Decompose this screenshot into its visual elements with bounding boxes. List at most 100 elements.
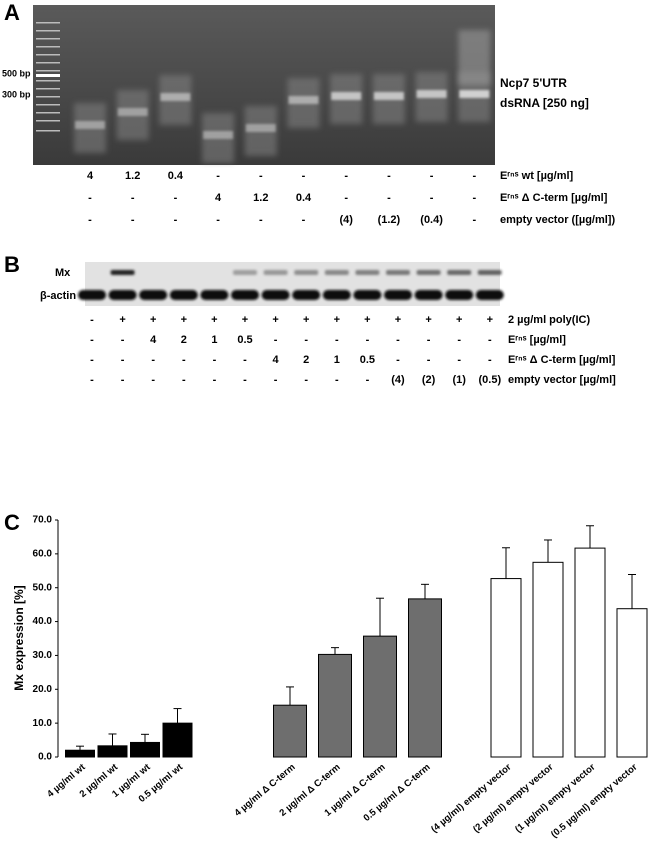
gel-image	[33, 5, 495, 165]
lane-cell: -	[335, 334, 339, 346]
size-marker: 300 bp	[2, 89, 31, 99]
lane-cell: 1	[334, 354, 340, 366]
row-label: Eʳⁿˢ [µg/ml]	[508, 334, 566, 346]
mx-band	[447, 270, 472, 275]
lane-cell: -	[90, 334, 94, 346]
x-tick-label: (2 µg/ml) empty vector	[471, 762, 556, 836]
lane-cell: -	[182, 354, 186, 366]
x-tick-label: (0.5 µg/ml) empty vector	[549, 762, 640, 841]
ladder-band	[36, 104, 60, 106]
ladder-band	[36, 120, 60, 122]
lane-cell: -	[396, 334, 400, 346]
lane-cell: 0.5	[237, 334, 252, 346]
actin-band	[292, 290, 321, 300]
lane-cell: +	[272, 314, 278, 326]
lane-cell: -	[366, 334, 370, 346]
actin-band	[414, 290, 443, 300]
lane-cell: -	[344, 192, 348, 204]
lane-cell: 0.4	[296, 192, 312, 204]
y-tick-label: 70.0	[33, 515, 53, 526]
lane-cell: (2)	[422, 374, 436, 386]
lane-cell: -	[121, 374, 125, 386]
lane-cell: +	[150, 314, 156, 326]
ladder-band	[36, 88, 60, 90]
blot-image	[78, 262, 504, 306]
lane-cell: -	[335, 374, 339, 386]
actin-band	[169, 290, 198, 300]
lane-cell: -	[213, 374, 217, 386]
row-label: empty vector [µg/ml]	[508, 374, 616, 386]
bar	[318, 653, 352, 758]
lane-cell: -	[90, 354, 94, 366]
lane-cell: -	[387, 170, 391, 182]
lane-cell: +	[487, 314, 493, 326]
panel-label: B	[4, 252, 20, 277]
actin-band	[475, 290, 504, 300]
lane-cell: -	[430, 170, 434, 182]
lane-cell: +	[119, 314, 125, 326]
lane-cell: +	[456, 314, 462, 326]
bar	[616, 608, 648, 758]
lane-cell: -	[304, 334, 308, 346]
lane-cell: -	[88, 192, 92, 204]
lane-cell: -	[88, 214, 92, 226]
lane-cell: +	[242, 314, 248, 326]
lane-cell: -	[430, 192, 434, 204]
lane-cell: -	[472, 192, 476, 204]
lane-cell: -	[274, 374, 278, 386]
lane-cell: +	[425, 314, 431, 326]
mx-band	[416, 270, 441, 275]
bar	[574, 547, 606, 758]
x-tick-label: (4 µg/ml) empty vector	[429, 762, 514, 836]
y-tick-label: 60.0	[33, 548, 53, 559]
actin-band	[231, 290, 259, 300]
lane-cell: (1)	[452, 374, 466, 386]
bar	[532, 561, 564, 758]
lane-cell: -	[427, 334, 431, 346]
row-label: Eʳⁿˢ wt [µg/ml]	[500, 170, 574, 182]
lane-cell: -	[457, 334, 461, 346]
lane-cell: +	[364, 314, 370, 326]
lane-cell: -	[243, 374, 247, 386]
mx-band	[386, 270, 410, 275]
lane-cell: 0.4	[168, 170, 184, 182]
lane-cell: -	[472, 214, 476, 226]
lane-cell: -	[488, 334, 492, 346]
y-tick-label: 30.0	[33, 650, 53, 661]
lane-cell: +	[334, 314, 340, 326]
lane-cell: -	[259, 170, 263, 182]
actin-band	[445, 290, 474, 300]
y-tick-label: 20.0	[33, 684, 53, 695]
lane-cell: -	[304, 374, 308, 386]
bar	[490, 578, 522, 758]
mx-band	[263, 270, 288, 275]
lane-cell: (0.5)	[478, 374, 501, 386]
lane-cell: +	[395, 314, 401, 326]
y-tick-label: 40.0	[33, 616, 53, 627]
annotation: dsRNA [250 ng]	[500, 96, 589, 110]
actin-band	[384, 290, 412, 300]
lane-cell: (0.4)	[420, 214, 443, 226]
lane-cell: -	[457, 354, 461, 366]
lane-cell: 1	[211, 334, 217, 346]
ladder-band	[36, 130, 60, 132]
actin-band	[78, 290, 106, 300]
ladder-band	[36, 80, 60, 82]
actin-band	[200, 290, 229, 300]
bar	[97, 745, 128, 758]
bar	[273, 704, 307, 758]
lane-cell: -	[302, 214, 306, 226]
ladder-band	[36, 38, 60, 40]
lane-cell: -	[216, 214, 220, 226]
lane-cell: (4)	[339, 214, 353, 226]
lane-cell: -	[131, 214, 135, 226]
lane-cell: -	[121, 354, 125, 366]
ladder-band	[36, 22, 60, 24]
ladder-band	[36, 62, 60, 64]
x-tick-label: (1 µg/ml) empty vector	[513, 762, 598, 836]
gel-band	[203, 131, 234, 139]
actin-band	[353, 290, 382, 300]
gel-band	[117, 108, 148, 116]
bar	[65, 749, 95, 758]
